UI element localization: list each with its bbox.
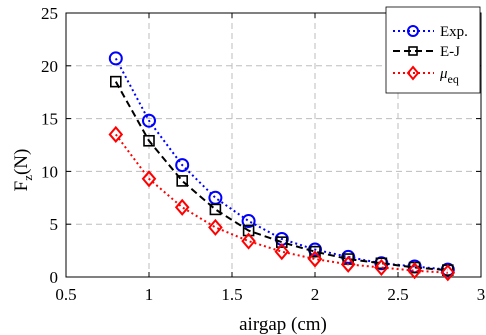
data-point-exp bbox=[108, 51, 123, 66]
x-tick-label: 3 bbox=[477, 285, 486, 304]
data-point-ej bbox=[275, 236, 288, 248]
y-axis-label: Fz(N) bbox=[11, 149, 35, 192]
data-point-ej bbox=[209, 203, 222, 216]
plot-frame bbox=[65, 12, 482, 278]
x-tick-label: 2.5 bbox=[387, 285, 408, 304]
data-point-mueq bbox=[241, 232, 256, 250]
y-axis-label-subscript: z bbox=[20, 175, 35, 181]
axes: 0.5 1 1.5 2 2.5 3 0 5 10 15 20 25 bbox=[41, 4, 485, 304]
x-tick-label: 2 bbox=[311, 285, 320, 304]
data-point-ej bbox=[309, 245, 321, 258]
data-point-ej bbox=[176, 175, 188, 187]
data-point-ej bbox=[143, 134, 155, 147]
legend-label-mueq-subscript: eq bbox=[448, 72, 459, 86]
legend-marker-exp bbox=[407, 25, 419, 37]
y-axis-label-unit: (N) bbox=[11, 149, 32, 175]
y-tick-label: 25 bbox=[41, 4, 58, 23]
data-point-mueq bbox=[174, 198, 190, 216]
y-axis-label-main: F bbox=[11, 181, 32, 192]
data-point-mueq bbox=[274, 243, 290, 261]
series-line-mueq bbox=[114, 133, 448, 274]
legend: Exp. E-J μeq bbox=[385, 6, 481, 94]
series-mueq bbox=[108, 125, 456, 282]
data-point-ej bbox=[110, 75, 122, 88]
legend-label-ej: E-J bbox=[440, 44, 460, 60]
data-point-mueq bbox=[440, 264, 456, 282]
y-tick-label: 0 bbox=[50, 268, 59, 287]
data-point-mueq bbox=[208, 218, 223, 236]
data-point-exp bbox=[142, 113, 156, 128]
data-point-mueq bbox=[141, 170, 157, 188]
data-point-mueq bbox=[307, 250, 323, 268]
series-line-ej bbox=[114, 81, 448, 272]
legend-marker-mueq bbox=[406, 65, 420, 81]
series-ej bbox=[110, 75, 454, 276]
data-point-mueq bbox=[374, 258, 389, 277]
y-tick-label: 10 bbox=[41, 162, 58, 181]
data-point-exp bbox=[208, 190, 223, 205]
y-tick-label: 5 bbox=[50, 215, 59, 234]
x-tick-label: 1.5 bbox=[221, 285, 242, 304]
data-point-mueq bbox=[108, 125, 124, 143]
series-layer bbox=[108, 51, 456, 282]
legend-marker-ej bbox=[408, 46, 418, 56]
legend-label-exp: Exp. bbox=[440, 24, 468, 40]
data-point-mueq bbox=[340, 255, 356, 273]
data-point-ej bbox=[375, 257, 388, 270]
x-tick-label: 0.5 bbox=[55, 285, 76, 304]
legend-label-mueq: μeq bbox=[439, 66, 459, 86]
x-tick-label: 1 bbox=[145, 285, 154, 304]
data-point-mueq bbox=[407, 262, 422, 280]
data-point-exp bbox=[175, 158, 190, 173]
y-tick-label: 15 bbox=[41, 110, 58, 129]
y-tick-label: 20 bbox=[41, 57, 58, 76]
data-point-exp bbox=[241, 214, 256, 229]
series-line-exp bbox=[114, 57, 448, 271]
legend-label-mueq-main: μ bbox=[439, 66, 448, 82]
x-axis-label: airgap (cm) bbox=[239, 314, 327, 335]
